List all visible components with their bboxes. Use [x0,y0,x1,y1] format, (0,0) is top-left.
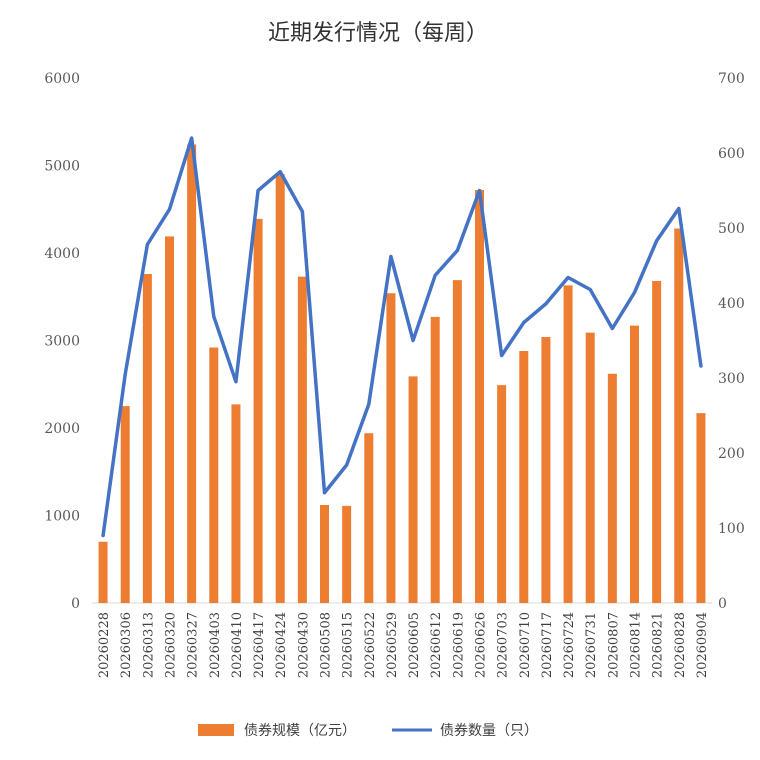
legend-label-line: 债券数量（只） [440,723,538,739]
y-right-tick-label: 0 [718,596,727,612]
x-tick-label: 20260703 [496,612,511,678]
x-tick-label: 20260508 [319,612,334,678]
y-left-tick-label: 6000 [44,71,80,87]
series-line [101,136,703,538]
bar [696,413,706,604]
bar [231,404,241,604]
bar [253,218,263,604]
bar [275,174,285,603]
x-tick-label: 20260807 [606,612,621,678]
y-left-tick-label: 1000 [44,509,80,525]
bar [585,332,595,604]
bar [563,285,573,604]
y-right-tick-label: 500 [718,221,745,237]
bar [607,373,617,603]
bar [408,376,418,604]
x-tick-label: 20260320 [164,612,179,678]
bar [165,236,174,604]
bar [541,337,551,603]
legend: 债券规模（亿元） 债券数量（只） [198,723,538,739]
bar [364,433,374,603]
x-tick-label: 20260717 [540,612,555,678]
bar [430,316,440,604]
y-left-tick-label: 5000 [44,159,80,175]
bar [120,406,130,604]
bar [297,276,307,604]
x-tick-label: 20260626 [474,612,489,678]
bar [630,325,639,604]
left-axis: 0 1000 2000 3000 4000 5000 6000 [44,71,80,612]
x-tick-label: 20260228 [97,612,112,678]
y-left-tick-label: 2000 [44,421,80,437]
x-tick-label: 20260904 [695,612,710,678]
bar [342,505,352,604]
line-series [101,136,703,538]
bar [519,351,529,603]
x-tick-label: 20260821 [651,612,666,678]
y-left-tick-label: 0 [71,596,80,612]
y-right-tick-label: 600 [718,146,745,162]
bar [452,280,462,604]
x-tick-label: 20260612 [429,612,444,678]
y-right-tick-label: 400 [718,296,745,312]
x-tick-label: 20260828 [673,612,688,678]
bar-series [98,144,706,604]
right-axis: 0 100 200 300 400 500 600 700 [718,71,745,612]
x-tick-label: 20260529 [385,612,400,678]
bar [320,505,329,603]
x-tick-label: 20260313 [141,612,156,678]
y-left-tick-label: 3000 [44,334,80,350]
x-tick-label: 20260522 [363,612,378,678]
bar [142,274,152,603]
x-axis-ticks: 20260228 20260306 20260313 20260320 20260327… [97,612,710,678]
x-tick-label: 20260619 [451,612,466,678]
x-tick-label: 20260327 [186,612,201,678]
x-tick-label: 20260417 [252,612,267,678]
y-right-tick-label: 300 [718,371,745,387]
bar [209,347,219,603]
x-tick-label: 20260724 [562,612,577,678]
legend-swatch-bar [198,724,234,736]
bar [497,385,507,604]
x-tick-label: 20260814 [629,612,644,678]
x-tick-label: 20260410 [230,612,245,678]
bar [386,293,396,603]
x-tick-label: 20260306 [119,612,134,678]
bar [187,144,197,603]
bar [674,228,684,603]
x-tick-label: 20260731 [584,612,599,678]
chart-title: 近期发行情况（每周） [268,21,488,46]
x-tick-label: 20260430 [296,612,311,678]
y-right-tick-label: 100 [718,521,745,537]
bar [475,190,484,603]
y-right-tick-label: 200 [718,446,745,462]
legend-label-bar: 债券规模（亿元） [244,723,356,739]
y-right-tick-label: 700 [718,71,745,87]
bar [98,541,108,603]
x-tick-label: 20260403 [208,612,223,678]
bar [652,281,662,603]
y-left-tick-label: 4000 [44,246,80,262]
x-tick-label: 20260710 [518,612,533,678]
x-tick-label: 20260424 [274,612,289,678]
x-tick-label: 20260605 [407,612,422,678]
x-tick-label: 20260515 [341,612,356,678]
